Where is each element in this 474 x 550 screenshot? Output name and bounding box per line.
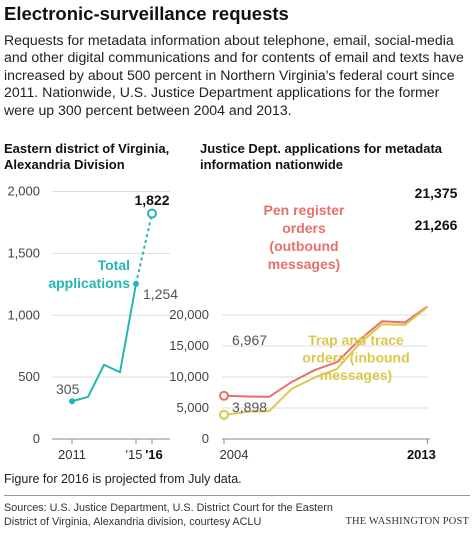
left-y-tick-label: 500	[18, 369, 40, 384]
left-x-tick-label: '16	[145, 447, 163, 462]
total-applications-line	[71, 283, 137, 403]
footer-divider	[4, 495, 470, 496]
right-data-point	[219, 390, 229, 401]
right-panel-title: Justice Dept. applications for metadata …	[200, 141, 443, 172]
total-applications-label: applications	[48, 275, 130, 291]
publisher-credit: THE WASHINGTON POST	[345, 516, 469, 527]
right-y-tick-label: 20,000	[169, 307, 209, 322]
pen-register-label: messages)	[268, 256, 340, 272]
right-value-label: 3,898	[232, 399, 267, 415]
right-y-tick-label: 0	[202, 431, 209, 446]
left-y-tick-label: 1,000	[7, 307, 40, 322]
trap-and-trace-label: Trap and trace	[308, 332, 404, 348]
right-value-label: 21,266	[415, 217, 458, 233]
right-y-tick-label: 10,000	[169, 369, 209, 384]
pen-register-label: (outbound	[269, 238, 338, 254]
trap-and-trace-line	[223, 306, 429, 416]
left-y-tick-label: 0	[33, 431, 40, 446]
right-value-label: 6,967	[232, 332, 267, 348]
trap-and-trace-label: messages)	[320, 367, 392, 383]
total-applications-label: Total	[98, 257, 130, 273]
right-x-tick-label: 2004	[220, 447, 249, 462]
projection-note: Figure for 2016 is projected from July d…	[4, 472, 242, 486]
left-data-point	[133, 280, 139, 287]
trap-and-trace-label: orders (inbound	[302, 350, 409, 366]
left-x-tick-label: 2011	[58, 447, 86, 462]
pen-register-label: orders	[282, 220, 326, 236]
left-value-label: 1,822	[134, 192, 169, 208]
left-x-tick-label: '15	[126, 447, 143, 462]
right-data-point	[219, 409, 229, 420]
left-y-tick-label: 1,500	[7, 245, 40, 260]
left-value-label: 305	[56, 381, 80, 397]
right-y-tick-label: 15,000	[169, 338, 209, 353]
pen-register-line	[223, 305, 428, 398]
right-x-tick-label: 2013	[407, 447, 436, 462]
left-value-label: 1,254	[143, 286, 178, 302]
right-value-label: 21,375	[415, 185, 458, 201]
left-data-point	[69, 398, 75, 405]
chart-description: Requests for metadata information about …	[4, 32, 464, 118]
chart-title: Electronic-surveillance requests	[4, 3, 289, 24]
left-y-tick-label: 2,000	[7, 184, 40, 199]
pen-register-label: Pen register	[264, 202, 345, 218]
left-panel-title: Eastern district of Virginia, Alexandria…	[4, 141, 170, 172]
total-applications-projected-line	[135, 213, 153, 285]
left-data-point	[147, 208, 157, 219]
charts-canvas: 0 500 1,000 1,500 2,000 2011 '15'16 305 1,254 1,8…	[7, 184, 458, 463]
right-y-tick-label: 5,000	[176, 400, 209, 415]
sources: Sources: U.S. Justice Department, U.S. D…	[4, 502, 333, 528]
